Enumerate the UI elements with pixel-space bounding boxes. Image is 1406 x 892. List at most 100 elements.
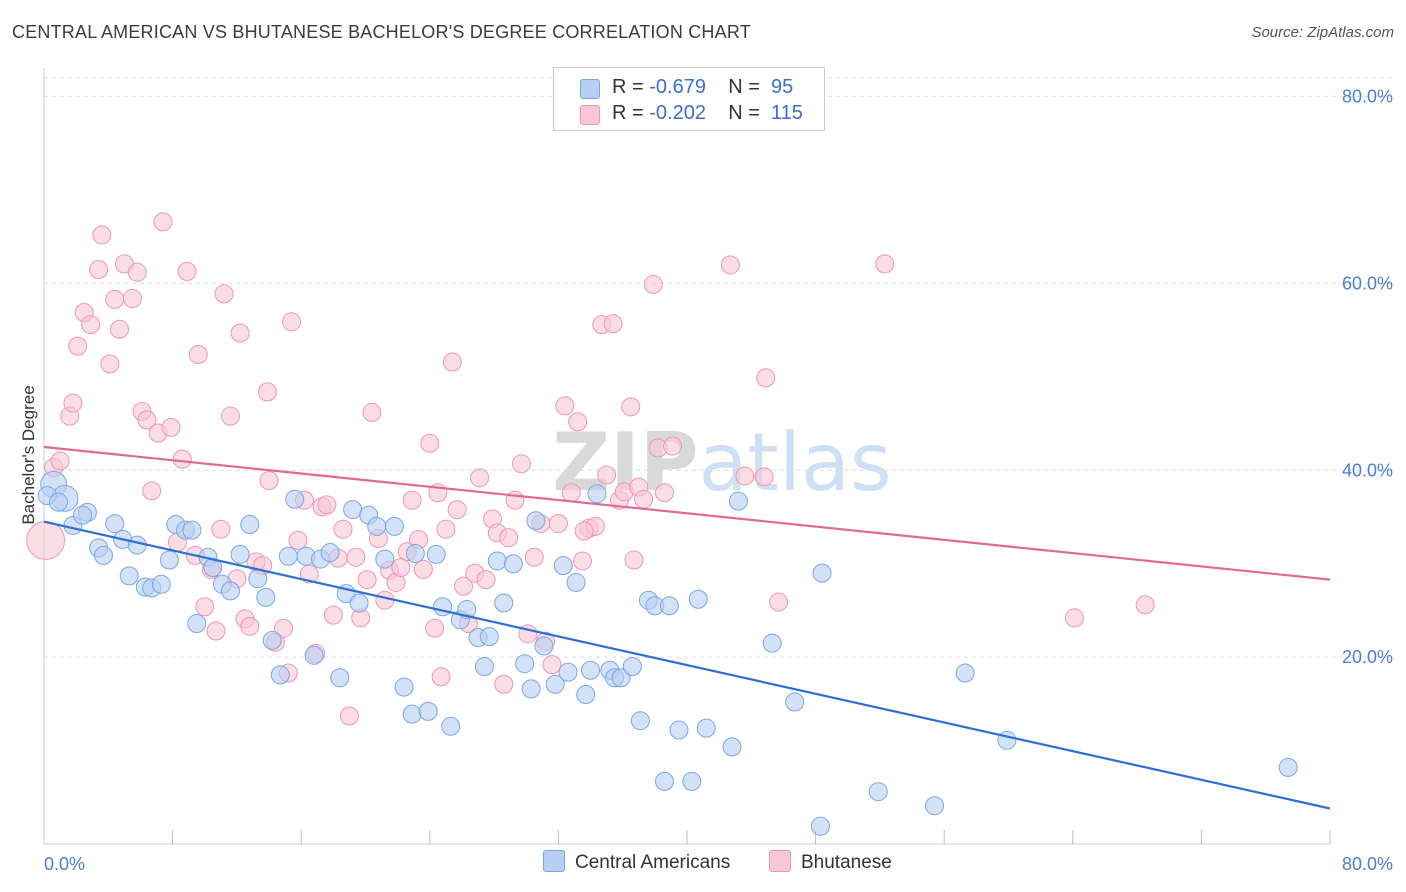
data-point xyxy=(521,679,541,699)
data-point xyxy=(362,402,382,422)
data-point xyxy=(624,550,644,570)
data-point xyxy=(339,706,359,726)
bottom-legend-label: Central Americans xyxy=(575,852,731,873)
data-point xyxy=(735,466,755,486)
data-point xyxy=(494,593,514,613)
legend-r-value: -0.679 xyxy=(649,76,706,98)
data-point xyxy=(431,667,451,687)
central-american-trend-line xyxy=(43,520,1331,810)
data-point xyxy=(643,274,663,294)
data-point xyxy=(346,547,366,567)
data-point xyxy=(603,314,623,334)
data-point xyxy=(142,481,162,501)
data-point xyxy=(93,545,113,565)
data-point xyxy=(330,668,350,688)
data-point xyxy=(561,483,581,503)
data-point xyxy=(688,589,708,609)
data-point xyxy=(682,771,702,791)
data-point xyxy=(230,323,250,343)
data-point xyxy=(68,336,88,356)
data-point xyxy=(127,535,147,555)
data-point xyxy=(442,352,462,372)
data-point xyxy=(274,618,294,638)
trend-lines xyxy=(43,445,1331,810)
data-point xyxy=(785,692,805,712)
data-point xyxy=(288,530,308,550)
data-point xyxy=(555,396,575,416)
chart-title: CENTRAL AMERICAN VS BHUTANESE BACHELOR'S… xyxy=(12,22,751,42)
data-point xyxy=(402,704,422,724)
data-point xyxy=(220,581,240,601)
data-point xyxy=(278,546,298,566)
data-point xyxy=(151,574,171,594)
bottom-legend-central-americans: Central Americans xyxy=(543,850,730,874)
data-point xyxy=(479,627,499,647)
legend-r-label: R = xyxy=(612,76,644,98)
correlation-legend: R = -0.679 N = 95 R = -0.202 N = 115 xyxy=(553,67,825,131)
data-point xyxy=(568,412,588,432)
data-point xyxy=(127,262,147,282)
data-point xyxy=(405,543,425,563)
data-point xyxy=(73,505,93,525)
data-point xyxy=(81,315,101,335)
tick-labels: 20.0% 40.0% 60.0% 80.0% 0.0% 80.0% xyxy=(44,87,1393,874)
legend-r-value: -0.202 xyxy=(649,102,706,124)
y-tick-label: 40.0% xyxy=(1342,460,1393,480)
data-point xyxy=(654,483,674,503)
data-point xyxy=(320,543,340,563)
data-point xyxy=(634,489,654,509)
y-tick-label: 80.0% xyxy=(1342,87,1393,107)
data-point xyxy=(810,816,830,836)
legend-n-label: N = xyxy=(728,76,760,98)
data-point xyxy=(1278,757,1298,777)
data-point xyxy=(26,520,66,560)
data-point xyxy=(581,660,601,680)
data-point xyxy=(524,547,544,567)
data-point xyxy=(573,551,593,571)
data-point xyxy=(259,471,279,491)
data-point xyxy=(542,655,562,675)
data-point xyxy=(762,633,782,653)
data-point xyxy=(110,319,130,339)
data-point xyxy=(257,382,277,402)
data-point xyxy=(503,554,523,574)
data-point xyxy=(391,557,411,577)
data-point xyxy=(487,551,507,571)
data-point xyxy=(92,225,112,245)
bottom-legend-swatch-blue xyxy=(543,850,565,872)
data-point xyxy=(304,645,324,665)
bhutanese-trend-line xyxy=(43,445,1331,581)
data-point xyxy=(621,397,641,417)
data-point xyxy=(728,491,748,511)
data-point xyxy=(420,433,440,453)
legend-swatch-blue xyxy=(580,79,600,99)
bottom-legend-label: Bhutanese xyxy=(801,852,892,873)
watermark-atlas: atlas xyxy=(699,416,892,509)
bottom-legend-swatch-pink xyxy=(769,850,791,872)
data-point xyxy=(230,544,250,564)
data-point xyxy=(474,657,494,677)
data-point xyxy=(925,796,945,816)
data-point xyxy=(669,720,689,740)
data-point xyxy=(285,489,305,509)
data-point xyxy=(566,572,586,592)
data-point xyxy=(476,570,496,590)
data-point xyxy=(50,451,70,471)
y-tick-label: 60.0% xyxy=(1342,274,1393,294)
data-point xyxy=(161,417,181,437)
data-point xyxy=(323,605,343,625)
data-point xyxy=(262,630,282,650)
data-point xyxy=(587,484,607,504)
bottom-legend-bhutanese: Bhutanese xyxy=(769,850,892,874)
data-point xyxy=(955,663,975,683)
data-point xyxy=(349,593,369,613)
data-point xyxy=(418,701,438,721)
data-point xyxy=(402,490,422,510)
data-point xyxy=(1135,595,1155,615)
data-point xyxy=(436,519,456,539)
data-point xyxy=(182,520,202,540)
axes xyxy=(43,68,1331,845)
data-point xyxy=(611,668,631,688)
data-point xyxy=(576,685,596,705)
x-tick-label: 0.0% xyxy=(44,854,85,874)
